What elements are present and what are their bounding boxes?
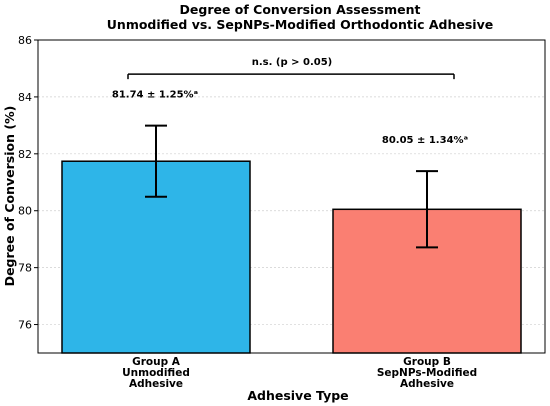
y-tick-label: 86 [18, 34, 32, 47]
x-category-label: Group A Unmodified Adhesive [122, 356, 190, 390]
y-tick-label: 84 [18, 91, 32, 104]
y-axis-ticks: 76 78 80 82 84 86 [18, 34, 38, 332]
plot-frame [37, 39, 546, 354]
y-tick-label: 76 [18, 319, 32, 332]
x-category-label: Group B SepNPs-Modified Adhesive [377, 356, 477, 390]
x-axis-label: Adhesive Type [247, 388, 348, 403]
x-category-line: Adhesive [400, 378, 454, 390]
data-label: 81.74 ± 1.25%ᵃ [112, 90, 199, 101]
data-labels: 81.74 ± 1.25%ᵃ 80.05 ± 1.34%ᵃ [112, 90, 469, 147]
x-category-line: SepNPs-Modified [377, 367, 477, 379]
significance-label: n.s. (p > 0.05) [252, 57, 332, 68]
y-tick-label: 80 [18, 205, 32, 218]
error-bar [416, 170, 438, 249]
chart-subtitle: Unmodified vs. SepNPs-Modified Orthodont… [107, 17, 493, 32]
y-tick-label: 82 [18, 148, 32, 161]
data-label: 80.05 ± 1.34%ᵃ [382, 135, 469, 146]
x-category-line: Adhesive [129, 378, 183, 390]
y-tick-label: 78 [18, 262, 32, 275]
error-bars [145, 124, 438, 249]
x-category-line: Group A [132, 356, 181, 368]
x-category-line: Unmodified [122, 367, 190, 379]
error-bar [145, 124, 167, 198]
x-category-line: Group B [403, 356, 451, 368]
significance-annotation: n.s. (p > 0.05) [127, 57, 455, 80]
chart-title: Degree of Conversion Assessment [180, 2, 421, 17]
y-axis-label: Degree of Conversion (%) [2, 106, 17, 287]
